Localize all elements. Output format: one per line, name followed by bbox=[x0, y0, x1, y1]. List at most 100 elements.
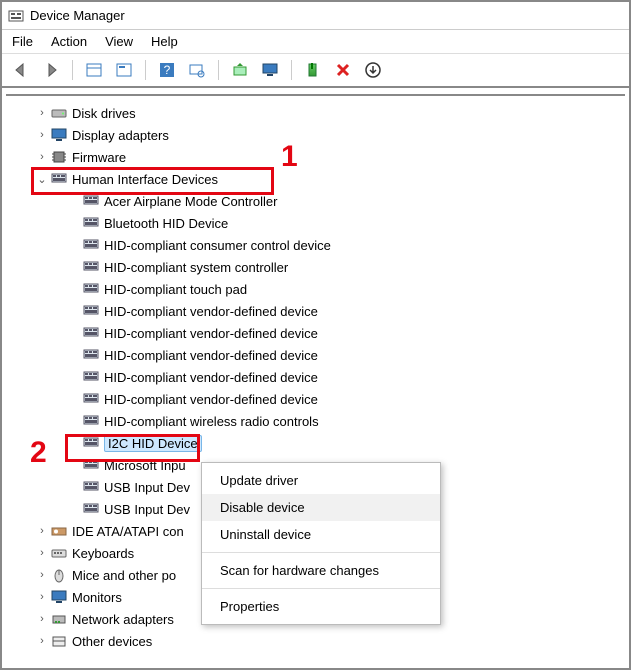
tree-item-label: HID-compliant vendor-defined device bbox=[104, 304, 318, 319]
hid-icon bbox=[82, 435, 100, 451]
expand-closed-icon[interactable]: › bbox=[34, 547, 50, 559]
tree-item-label: IDE ATA/ATAPI con bbox=[72, 524, 184, 539]
menu-view[interactable]: View bbox=[105, 34, 133, 49]
expand-closed-icon[interactable]: › bbox=[34, 591, 50, 603]
tree-item-label: Mice and other po bbox=[72, 568, 176, 583]
tree-item-hid[interactable]: › HID-compliant consumer control device bbox=[6, 234, 625, 256]
tree-category-hid[interactable]: ⌄ Human Interface Devices bbox=[6, 168, 625, 190]
toolbar: ? bbox=[2, 54, 629, 88]
context-menu: Update driverDisable deviceUninstall dev… bbox=[201, 462, 441, 625]
hid-icon bbox=[82, 325, 100, 341]
hid-icon bbox=[82, 215, 100, 231]
expand-closed-icon[interactable]: › bbox=[34, 107, 50, 119]
context-menu-item[interactable]: Disable device bbox=[202, 494, 440, 521]
tree-item-hid[interactable]: › Acer Airplane Mode Controller bbox=[6, 190, 625, 212]
tree-item-hid[interactable]: › HID-compliant wireless radio controls bbox=[6, 410, 625, 432]
tree-item-label: Display adapters bbox=[72, 128, 169, 143]
tree-item-label: Network adapters bbox=[72, 612, 174, 627]
hid-icon bbox=[82, 457, 100, 473]
device-tree: › Disk drives › Display adapters › Firmw… bbox=[6, 94, 625, 664]
tree-item-label: USB Input Dev bbox=[104, 480, 190, 495]
context-menu-separator bbox=[202, 552, 440, 553]
display-icon bbox=[50, 127, 68, 143]
tree-item-label: Bluetooth HID Device bbox=[104, 216, 228, 231]
network-icon bbox=[50, 611, 68, 627]
tree-item-hid[interactable]: › HID-compliant touch pad bbox=[6, 278, 625, 300]
monitor-icon bbox=[50, 589, 68, 605]
expand-closed-icon[interactable]: › bbox=[34, 635, 50, 647]
tree-item-hid[interactable]: › I2C HID Device bbox=[6, 432, 625, 454]
tree-item-hid[interactable]: › HID-compliant vendor-defined device bbox=[6, 300, 625, 322]
hid-icon bbox=[82, 391, 100, 407]
tree-item-label: HID-compliant wireless radio controls bbox=[104, 414, 319, 429]
tree-item-label: HID-compliant touch pad bbox=[104, 282, 247, 297]
tree-item-label: HID-compliant system controller bbox=[104, 260, 288, 275]
tree-item-hid[interactable]: › HID-compliant vendor-defined device bbox=[6, 322, 625, 344]
toolbar-separator bbox=[72, 60, 73, 80]
expand-closed-icon[interactable]: › bbox=[34, 569, 50, 581]
monitor-button[interactable] bbox=[257, 58, 283, 82]
hid-icon bbox=[82, 281, 100, 297]
menu-help[interactable]: Help bbox=[151, 34, 178, 49]
title-bar: Device Manager bbox=[2, 2, 629, 30]
tree-item-hid[interactable]: › HID-compliant vendor-defined device bbox=[6, 388, 625, 410]
tree-item-label: HID-compliant vendor-defined device bbox=[104, 392, 318, 407]
menu-file[interactable]: File bbox=[12, 34, 33, 49]
scan-button[interactable] bbox=[184, 58, 210, 82]
svg-text:?: ? bbox=[164, 63, 171, 77]
tree-item[interactable]: › Display adapters bbox=[6, 124, 625, 146]
menu-action[interactable]: Action bbox=[51, 34, 87, 49]
forward-button[interactable] bbox=[38, 58, 64, 82]
hid-icon bbox=[82, 347, 100, 363]
tree-item[interactable]: › Firmware bbox=[6, 146, 625, 168]
context-menu-item[interactable]: Update driver bbox=[202, 467, 440, 494]
expand-closed-icon[interactable]: › bbox=[34, 525, 50, 537]
other-icon bbox=[50, 633, 68, 649]
tree-item-label: Keyboards bbox=[72, 546, 134, 561]
hid-icon bbox=[82, 237, 100, 253]
tree-item-hid[interactable]: › HID-compliant system controller bbox=[6, 256, 625, 278]
tree-item-label: Human Interface Devices bbox=[72, 172, 218, 187]
ide-icon bbox=[50, 523, 68, 539]
tree-item-label: Acer Airplane Mode Controller bbox=[104, 194, 277, 209]
tree-item-label: HID-compliant vendor-defined device bbox=[104, 326, 318, 341]
tree-item-hid[interactable]: › HID-compliant vendor-defined device bbox=[6, 344, 625, 366]
menu-bar: File Action View Help bbox=[2, 30, 629, 54]
context-menu-separator bbox=[202, 588, 440, 589]
show-hidden-button[interactable] bbox=[81, 58, 107, 82]
context-menu-item[interactable]: Uninstall device bbox=[202, 521, 440, 548]
properties-button[interactable] bbox=[111, 58, 137, 82]
hid-icon bbox=[82, 501, 100, 517]
tree-item-label: Disk drives bbox=[72, 106, 136, 121]
uninstall-button[interactable] bbox=[330, 58, 356, 82]
tree-item-label: Other devices bbox=[72, 634, 152, 649]
help-button[interactable]: ? bbox=[154, 58, 180, 82]
expand-closed-icon[interactable]: › bbox=[34, 129, 50, 141]
tree-item[interactable]: › Disk drives bbox=[6, 102, 625, 124]
tree-item-hid[interactable]: › Bluetooth HID Device bbox=[6, 212, 625, 234]
mouse-icon bbox=[50, 567, 68, 583]
hid-icon bbox=[82, 479, 100, 495]
tree-item-hid[interactable]: › HID-compliant vendor-defined device bbox=[6, 366, 625, 388]
back-button[interactable] bbox=[8, 58, 34, 82]
hid-icon bbox=[82, 193, 100, 209]
expand-closed-icon[interactable]: › bbox=[34, 151, 50, 163]
context-menu-item[interactable]: Scan for hardware changes bbox=[202, 557, 440, 584]
hid-icon bbox=[82, 259, 100, 275]
app-icon bbox=[8, 8, 24, 24]
context-menu-item[interactable]: Properties bbox=[202, 593, 440, 620]
keyboard-icon bbox=[50, 545, 68, 561]
toolbar-separator bbox=[218, 60, 219, 80]
hid-icon bbox=[82, 413, 100, 429]
expand-open-icon[interactable]: ⌄ bbox=[34, 173, 50, 186]
expand-closed-icon[interactable]: › bbox=[34, 613, 50, 625]
down-button[interactable] bbox=[360, 58, 386, 82]
update-driver-button[interactable] bbox=[227, 58, 253, 82]
hid-icon bbox=[50, 171, 68, 187]
toolbar-separator bbox=[291, 60, 292, 80]
tree-item-label: I2C HID Device bbox=[104, 435, 202, 452]
tree-item-label: USB Input Dev bbox=[104, 502, 190, 517]
tree-item[interactable]: › Other devices bbox=[6, 630, 625, 652]
window-title: Device Manager bbox=[30, 8, 125, 23]
enable-button[interactable] bbox=[300, 58, 326, 82]
